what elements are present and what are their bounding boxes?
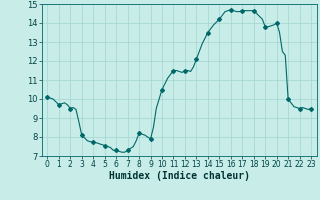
X-axis label: Humidex (Indice chaleur): Humidex (Indice chaleur) [109, 171, 250, 181]
